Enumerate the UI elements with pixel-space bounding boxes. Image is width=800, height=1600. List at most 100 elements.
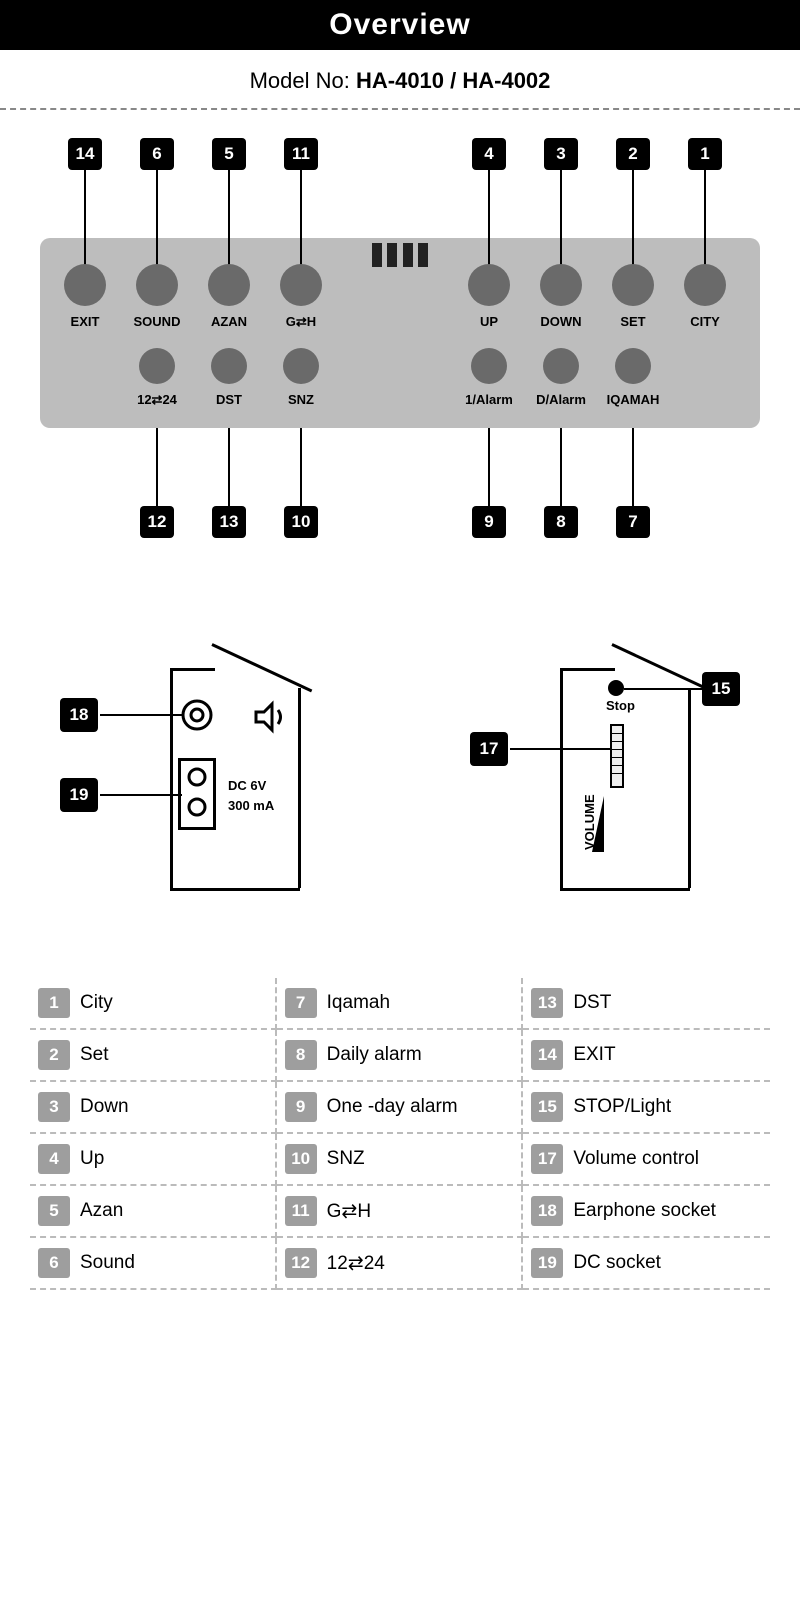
- legend-item: 7 Iqamah: [277, 978, 524, 1030]
- knob-label: DOWN: [532, 314, 590, 329]
- callout-tag: 17: [470, 732, 508, 766]
- knob-label: UP: [460, 314, 518, 329]
- legend-text: STOP/Light: [573, 1096, 671, 1118]
- callout-leader: [488, 428, 490, 506]
- callout-tag: 10: [284, 506, 318, 538]
- callout-tag: 1: [688, 138, 722, 170]
- legend-item: 19 DC socket: [523, 1238, 770, 1290]
- legend-text: 12⇄24: [327, 1252, 385, 1275]
- callout-tag: 9: [472, 506, 506, 538]
- callout-tag: 8: [544, 506, 578, 538]
- legend-item: 12 12⇄24: [277, 1238, 524, 1290]
- legend-text: One -day alarm: [327, 1096, 458, 1118]
- legend-item: 18Earphone socket: [523, 1186, 770, 1238]
- knob-label: AZAN: [200, 314, 258, 329]
- legend-tag: 7: [285, 988, 317, 1018]
- legend-item: 6Sound: [30, 1238, 277, 1290]
- callout-leader: [300, 170, 302, 270]
- model-value: HA-4010 / HA-4002: [356, 68, 550, 93]
- legend-tag: 2: [38, 1040, 70, 1070]
- callout-tag: 4: [472, 138, 506, 170]
- legend-text: DST: [573, 992, 611, 1014]
- knob: [208, 264, 250, 306]
- legend-text: EXIT: [573, 1044, 615, 1066]
- legend-tag: 8: [285, 1040, 317, 1070]
- knob-label: DST: [200, 392, 258, 407]
- knob-label: G⇄H: [272, 314, 330, 330]
- dc-current-label: 300 mA: [228, 798, 274, 813]
- legend-tag: 6: [38, 1248, 70, 1278]
- callout-leader: [84, 170, 86, 270]
- callout-leader: [156, 428, 158, 506]
- legend-item: 8Daily alarm: [277, 1030, 524, 1082]
- knob-label: IQAMAH: [602, 392, 664, 407]
- callout-leader: [560, 428, 562, 506]
- legend-text: Azan: [80, 1200, 123, 1222]
- legend-item: 11G⇄H: [277, 1186, 524, 1238]
- callout-leader: [228, 428, 230, 506]
- callout-tag: 7: [616, 506, 650, 538]
- callout-tag: 14: [68, 138, 102, 170]
- callout-tag: 11: [284, 138, 318, 170]
- knob: [64, 264, 106, 306]
- legend-text: City: [80, 992, 113, 1014]
- legend-tag: 19: [531, 1248, 563, 1278]
- legend-table: 1City 2 Set 3 Down 4 Up 5Azan 6Sound 7 Iqama…: [30, 978, 770, 1290]
- callout-tag: 19: [60, 778, 98, 812]
- knob-label: SNZ: [272, 392, 330, 407]
- callout-tag: 15: [702, 672, 740, 706]
- callout-leader: [632, 170, 634, 270]
- callout-tag: 5: [212, 138, 246, 170]
- callout-leader: [488, 170, 490, 270]
- legend-text: Down: [80, 1096, 129, 1118]
- legend-item: 17Volume control: [523, 1134, 770, 1186]
- legend-text: Up: [80, 1148, 104, 1170]
- legend-tag: 3: [38, 1092, 70, 1122]
- knob-label: CITY: [676, 314, 734, 329]
- legend-item: 2 Set: [30, 1030, 277, 1082]
- callout-tag: 3: [544, 138, 578, 170]
- knob-label: EXIT: [56, 314, 114, 329]
- callout-leader: [704, 170, 706, 270]
- legend-tag: 4: [38, 1144, 70, 1174]
- knob: [615, 348, 651, 384]
- legend-col: 7 Iqamah 8Daily alarm 9 One -day alarm 10S…: [277, 978, 524, 1290]
- callout-leader: [156, 170, 158, 270]
- legend-text: Set: [80, 1044, 109, 1066]
- legend-item: 13DST: [523, 978, 770, 1030]
- knob: [211, 348, 247, 384]
- legend-item: 10SNZ: [277, 1134, 524, 1186]
- left-side-view: DC 6V 300 mA 18 19: [50, 638, 340, 908]
- stop-label: Stop: [606, 698, 635, 713]
- legend-tag: 12: [285, 1248, 317, 1278]
- callout-tag: 18: [60, 698, 98, 732]
- legend-tag: 9: [285, 1092, 317, 1122]
- dc-plug-icon: [186, 796, 208, 818]
- volume-slider: [610, 724, 624, 788]
- knob: [283, 348, 319, 384]
- knob: [471, 348, 507, 384]
- knob-label: SOUND: [128, 314, 186, 329]
- legend-item: 1City: [30, 978, 277, 1030]
- earphone-jack-icon: [180, 698, 214, 732]
- divider: [0, 108, 800, 110]
- legend-text: SNZ: [327, 1148, 365, 1170]
- callout-tag: 6: [140, 138, 174, 170]
- model-line: Model No: HA-4010 / HA-4002: [0, 50, 800, 108]
- legend-text: Volume control: [573, 1148, 699, 1170]
- knob-label: D/Alarm: [532, 392, 590, 407]
- legend-text: Iqamah: [327, 992, 390, 1014]
- page: Overview Model No: HA-4010 / HA-4002 14 …: [0, 0, 800, 1330]
- volume-wedge-icon: [592, 796, 606, 852]
- legend-item: 5Azan: [30, 1186, 277, 1238]
- legend-item: 14EXIT: [523, 1030, 770, 1082]
- legend-text: DC socket: [573, 1252, 661, 1274]
- legend-tag: 15: [531, 1092, 563, 1122]
- knob: [468, 264, 510, 306]
- legend-item: 3 Down: [30, 1082, 277, 1134]
- side-views: DC 6V 300 mA 18 19 Stop: [0, 638, 800, 908]
- right-side-view: Stop VOLUME 15 17: [460, 638, 750, 908]
- legend-item: 15 STOP/Light: [523, 1082, 770, 1134]
- callout-leader: [228, 170, 230, 270]
- legend-text: G⇄H: [327, 1200, 371, 1223]
